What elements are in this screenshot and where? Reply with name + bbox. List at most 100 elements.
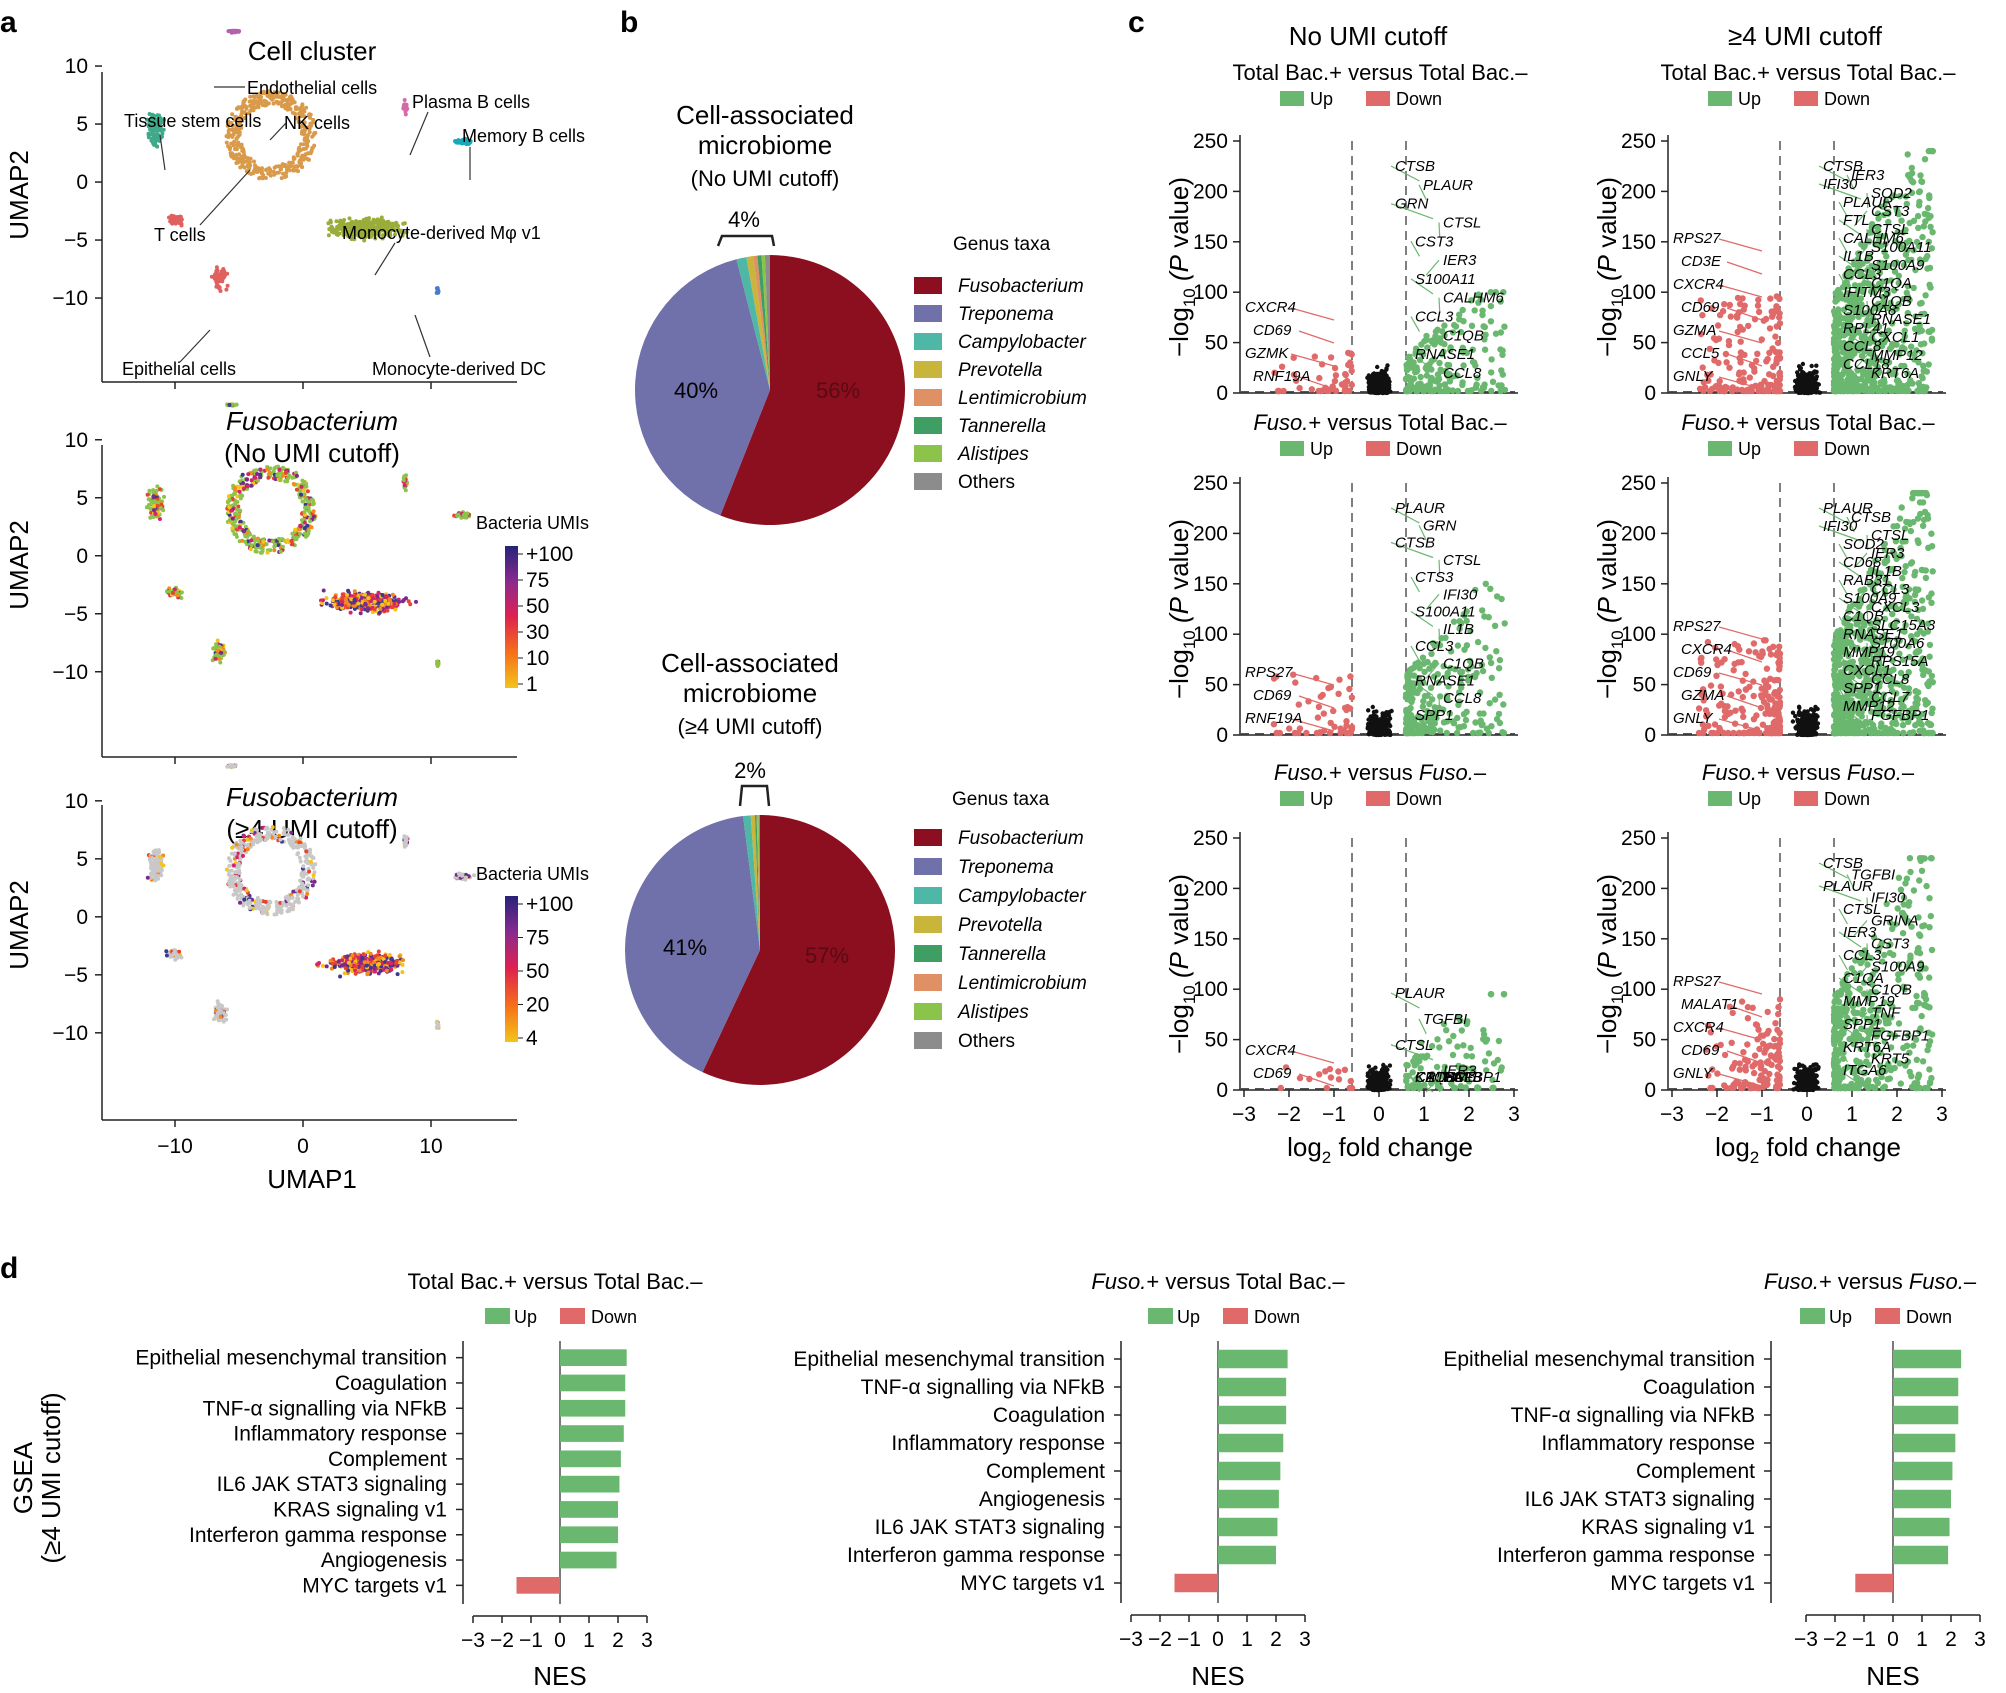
point-ns bbox=[1381, 390, 1386, 396]
umap-point bbox=[280, 104, 284, 109]
gene-label-up: IER3 bbox=[1443, 252, 1477, 269]
umap-point bbox=[308, 519, 313, 524]
pie2-bracket bbox=[738, 784, 771, 807]
umap-point bbox=[238, 165, 243, 170]
colorbar-tick-label: 20 bbox=[526, 994, 549, 1017]
label-mono-mphi: Monocyte-derived Mφ v1 bbox=[342, 223, 541, 243]
colorbar-tick-label: 10 bbox=[526, 647, 549, 670]
gene-label-up: CTSL bbox=[1443, 214, 1481, 231]
umap-point bbox=[231, 863, 236, 868]
umap-point bbox=[235, 870, 240, 875]
umap-point bbox=[455, 514, 460, 518]
umap-point bbox=[267, 538, 272, 543]
umap-point bbox=[219, 274, 224, 278]
umap-point bbox=[299, 492, 303, 497]
umap-point bbox=[235, 896, 240, 901]
point-ns bbox=[1372, 386, 1378, 391]
umap-point bbox=[238, 900, 243, 905]
umap-point bbox=[146, 124, 151, 129]
umap-point bbox=[277, 467, 282, 472]
umap-point bbox=[150, 112, 155, 117]
umap-point bbox=[260, 176, 265, 181]
umap-point bbox=[156, 862, 161, 867]
umap-point bbox=[324, 601, 329, 606]
point-down bbox=[1327, 354, 1335, 361]
umap-point bbox=[301, 894, 305, 899]
umap-point bbox=[238, 143, 243, 148]
point-up bbox=[1432, 328, 1440, 335]
umap-point bbox=[340, 602, 344, 607]
umap-point bbox=[299, 155, 304, 160]
umap-point bbox=[172, 587, 177, 592]
umap-point bbox=[354, 964, 359, 969]
umap-point bbox=[385, 608, 390, 613]
point-up bbox=[1501, 323, 1508, 330]
umap-point bbox=[280, 544, 285, 549]
panel-c: No UMI cutoff ≥4 UMI cutoff Total Bac.+ … bbox=[1164, 21, 1956, 1167]
umap-point bbox=[389, 967, 394, 972]
umap-point bbox=[170, 591, 175, 595]
umap-point bbox=[265, 830, 270, 835]
umap-point bbox=[173, 216, 178, 220]
volcano-ytick-label: 250 bbox=[1193, 130, 1228, 153]
point-ns bbox=[1798, 383, 1803, 388]
umap-point bbox=[295, 892, 300, 897]
umap-point bbox=[332, 602, 337, 607]
legend-label: Prevotella bbox=[958, 915, 1043, 936]
colorbar-tick-label: +100 bbox=[526, 893, 573, 916]
umap-point bbox=[281, 826, 286, 831]
umap-point bbox=[435, 286, 440, 291]
label-mono-dc: Monocyte-derived DC bbox=[372, 359, 546, 379]
umap-point bbox=[264, 167, 269, 172]
umap-point bbox=[344, 954, 349, 959]
point-ns bbox=[1385, 390, 1390, 395]
umap-point bbox=[390, 605, 395, 610]
point-up bbox=[1420, 387, 1428, 395]
umap1-ylabel: UMAP2 bbox=[4, 150, 34, 240]
umap-point bbox=[277, 833, 282, 838]
volcano-ylabel: −log10 (P value) bbox=[1592, 177, 1627, 357]
umap-point bbox=[290, 835, 295, 839]
colorbar-tick-label: 4 bbox=[526, 1027, 538, 1050]
pie2-title1: Cell-associated bbox=[661, 648, 839, 678]
point-up bbox=[1434, 371, 1442, 378]
umap-point bbox=[291, 907, 295, 912]
umap-xtick-label: 10 bbox=[419, 1135, 442, 1158]
point-ns bbox=[1384, 376, 1390, 381]
umap-point bbox=[253, 168, 257, 173]
umap-point bbox=[263, 102, 268, 107]
umap2-colorbar-title: Bacteria UMIs bbox=[476, 513, 589, 533]
umap-point bbox=[272, 544, 277, 549]
umap-point bbox=[302, 488, 307, 493]
umap-point bbox=[462, 512, 467, 516]
umap-point bbox=[245, 164, 250, 169]
umap-point bbox=[229, 508, 234, 513]
point-down bbox=[1345, 361, 1352, 369]
umap-point bbox=[454, 139, 459, 143]
umap-point bbox=[245, 902, 250, 907]
point-ns bbox=[1798, 389, 1803, 394]
umap-point bbox=[375, 962, 380, 967]
umap-point bbox=[145, 875, 150, 880]
umap3-colorbar-title: Bacteria UMIs bbox=[476, 864, 589, 884]
legend-label: Alistipes bbox=[957, 444, 1029, 465]
umap-point bbox=[175, 593, 180, 598]
umap-point bbox=[310, 883, 315, 888]
umap-point bbox=[146, 135, 151, 140]
panel-label-d: d bbox=[0, 1252, 18, 1285]
umap-point bbox=[297, 159, 302, 164]
point-up bbox=[1479, 384, 1487, 391]
umap-point bbox=[404, 596, 408, 601]
umap-point bbox=[152, 508, 156, 513]
umap-point bbox=[172, 948, 177, 953]
umap-point bbox=[213, 656, 218, 661]
umap-point bbox=[233, 891, 238, 896]
umap-point bbox=[243, 539, 248, 544]
umap-point bbox=[346, 602, 351, 607]
umap-point bbox=[293, 527, 298, 532]
point-ns bbox=[1808, 389, 1814, 394]
umap-point bbox=[229, 153, 233, 158]
umap-point bbox=[402, 98, 407, 102]
legend-swatch bbox=[914, 473, 942, 490]
